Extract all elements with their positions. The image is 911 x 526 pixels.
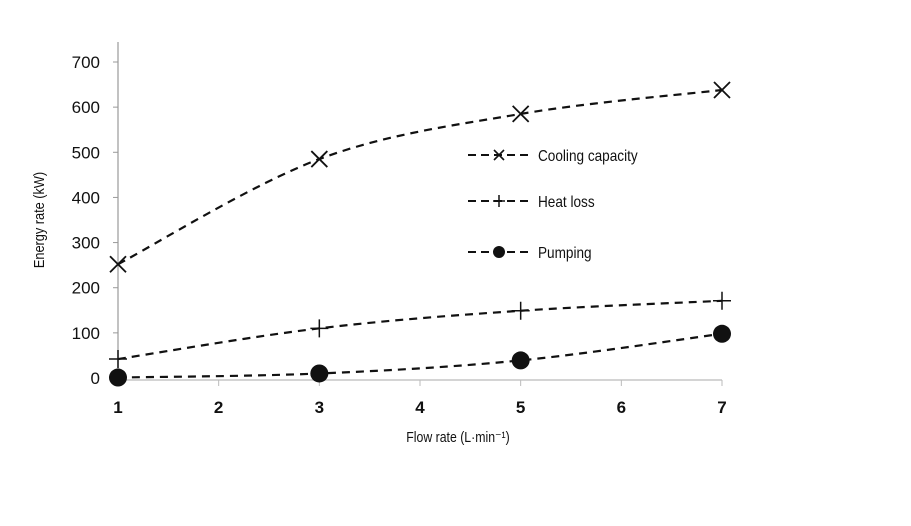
y-axis-label: Energy rate (kW)	[30, 172, 47, 268]
legend-label: Heat loss	[538, 194, 595, 211]
x-tick-label: 3	[315, 398, 324, 417]
legend-marker	[493, 149, 505, 161]
data-point	[512, 105, 530, 123]
axes: 0 100 200 300 400 500 600 700 1 2 3 4 5 6 7	[72, 42, 727, 417]
data-point	[310, 364, 329, 383]
series-cooling-capacity	[109, 81, 731, 273]
y-tick-label: 400	[72, 188, 100, 207]
legend-item: Pumping	[468, 245, 592, 262]
x-tick-label: 1	[113, 398, 122, 417]
series-line	[117, 299, 723, 361]
data-point	[713, 324, 731, 343]
y-tick-label: 300	[72, 234, 100, 253]
x-tick-label: 2	[214, 398, 223, 417]
x-tick-label: 5	[516, 398, 525, 417]
y-tick-label: 100	[72, 324, 100, 343]
series-heat-loss	[109, 291, 731, 369]
x-tick-label: 6	[617, 398, 626, 417]
legend: Cooling capacity Heat loss Pumping	[468, 148, 638, 262]
y-tick-label: 500	[72, 143, 100, 162]
series-pumping	[109, 324, 731, 387]
data-point	[511, 351, 530, 370]
legend-label: Cooling capacity	[538, 148, 638, 165]
x-tick-label: 4	[415, 398, 425, 417]
series-line	[117, 332, 723, 379]
y-tick-label: 600	[72, 98, 100, 117]
data-point	[310, 319, 329, 338]
x-axis-label: Flow rate (L·min⁻¹)	[406, 429, 509, 445]
series-group	[109, 81, 731, 387]
data-point	[109, 350, 127, 369]
legend-marker	[493, 195, 505, 207]
legend-item: Cooling capacity	[468, 148, 638, 165]
legend-item: Heat loss	[468, 194, 595, 211]
legend-marker	[493, 246, 505, 258]
data-point	[713, 81, 731, 99]
y-tick-label: 200	[72, 279, 100, 298]
data-point	[713, 291, 731, 310]
y-tick-label: 700	[72, 53, 100, 72]
series-line	[117, 88, 723, 266]
legend-label: Pumping	[538, 245, 592, 262]
y-tick-label: 0	[91, 369, 100, 388]
data-point	[310, 150, 328, 168]
data-point	[511, 301, 530, 320]
data-point	[109, 368, 127, 387]
x-tick-label: 7	[717, 398, 726, 417]
data-point	[109, 255, 127, 273]
